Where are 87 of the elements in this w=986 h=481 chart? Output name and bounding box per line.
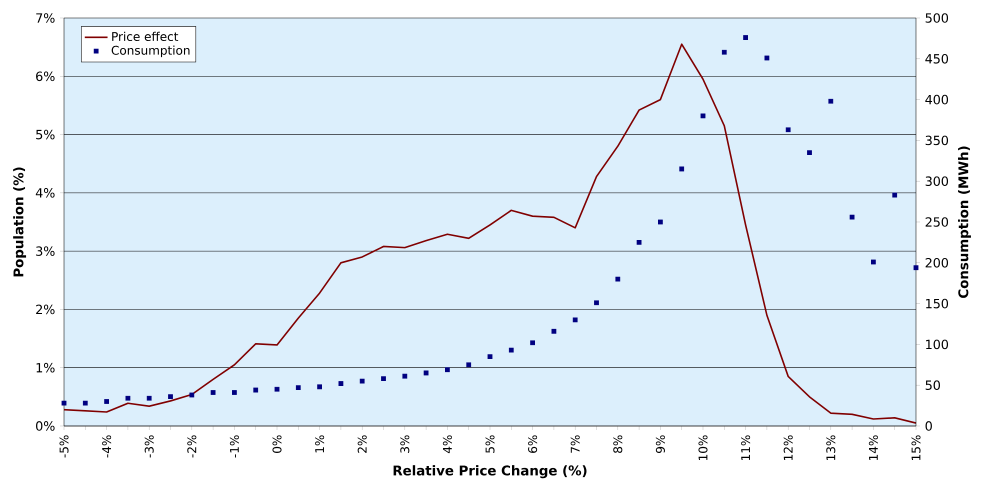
x-tick-label: 14%: [868, 435, 878, 460]
x-tick-label: -4%: [102, 435, 112, 458]
point: [360, 378, 365, 384]
point: [146, 396, 152, 401]
point: [444, 367, 450, 372]
point: [636, 240, 642, 245]
legend-label: Price effect: [112, 32, 178, 42]
point: [424, 370, 429, 376]
point: [892, 192, 898, 198]
point: [82, 400, 88, 406]
point: [338, 381, 344, 386]
y-tick-label: 0%: [36, 421, 55, 431]
point: [828, 98, 834, 104]
point: [914, 265, 918, 270]
y2-tick-label: 250: [926, 217, 948, 227]
point: [551, 328, 556, 334]
x-tick-label: 5%: [485, 435, 495, 453]
point: [786, 127, 791, 132]
point: [807, 150, 812, 156]
point: [402, 374, 408, 379]
x-tick-label: -3%: [144, 435, 154, 458]
y-axis-title: Population (%): [13, 167, 26, 276]
line-series: [63, 43, 917, 424]
x-tick-label: 8%: [613, 435, 622, 453]
x-axis-title: Relative Price Change (%): [394, 465, 586, 478]
y-tick-label: 1%: [36, 362, 55, 372]
legend-label: Consumption: [112, 46, 190, 58]
point: [594, 300, 599, 306]
y-tick-label: 7%: [36, 13, 55, 23]
y2-tick-label: 350: [926, 136, 948, 146]
x-tick-label: 1%: [315, 435, 324, 452]
y2-tick-label: 200: [926, 258, 948, 268]
point: [104, 399, 110, 404]
y2-tick-label: 0: [926, 421, 932, 431]
point: [62, 400, 66, 406]
point: [615, 276, 620, 282]
point: [764, 56, 770, 60]
point: [168, 394, 173, 400]
y2-axis-title: Consumption (MWh): [958, 146, 971, 298]
point: [722, 50, 727, 55]
x-tick-label: 9%: [656, 435, 665, 453]
point: [743, 35, 748, 40]
y2-tick-label: 400: [925, 94, 948, 104]
x-tick-label: 6%: [528, 435, 538, 453]
point: [700, 114, 706, 118]
point: [189, 392, 194, 398]
point: [381, 376, 386, 382]
x-tick-label: 4%: [442, 435, 452, 454]
point: [679, 166, 684, 172]
y-tick-label: 5%: [36, 130, 55, 140]
point: [274, 386, 280, 392]
point: [658, 220, 663, 224]
x-tick-label: 12%: [784, 435, 793, 460]
y-tick-label: 3%: [36, 246, 55, 256]
point: [296, 385, 301, 390]
x-tick-label: 0%: [272, 435, 282, 453]
y-tick-label: 6%: [36, 71, 55, 82]
point: [466, 362, 472, 368]
x-tick-label: -5%: [59, 435, 69, 458]
y2-tick-label: 500: [926, 13, 948, 23]
point: [572, 318, 578, 322]
x-tick-label: 10%: [698, 435, 708, 460]
x-tick-label: -2%: [187, 435, 196, 458]
x-tick-label: 13%: [826, 435, 836, 460]
x-tick-label: 2%: [358, 435, 367, 453]
y2-tick-label: 100: [926, 340, 948, 350]
y-tick-label: 2%: [36, 304, 55, 314]
y2-tick-label: 150: [926, 298, 948, 308]
point: [210, 390, 216, 395]
point: [870, 260, 876, 264]
point: [850, 214, 854, 220]
point: [488, 354, 492, 360]
x-tick-label: 11%: [741, 435, 750, 460]
y2-tick-label: 300: [926, 176, 948, 186]
point: [232, 390, 237, 395]
y2-tick-label: 450: [925, 54, 948, 64]
point: [508, 348, 514, 352]
x-tick-label: 15%: [911, 435, 921, 460]
y-tick-label: 4%: [36, 188, 55, 198]
x-tick-label: 3%: [400, 435, 410, 453]
point: [317, 384, 322, 390]
x-tick-label: 7%: [570, 435, 580, 453]
point: [253, 388, 258, 392]
x-tick-label: -1%: [230, 435, 239, 458]
point: [126, 396, 130, 401]
y2-tick-label: 50: [926, 380, 940, 390]
point: [530, 340, 536, 346]
